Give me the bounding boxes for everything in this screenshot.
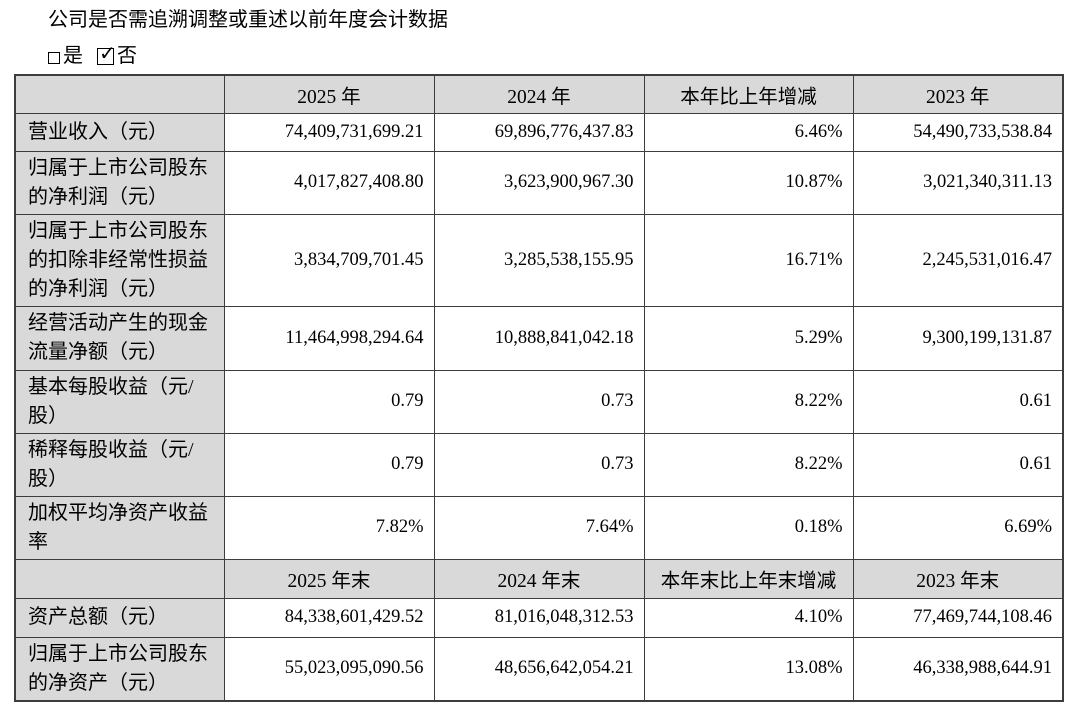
value-2024: 7.64% [433, 495, 645, 560]
value-change: 13.08% [643, 636, 854, 701]
yes-no-option-row: 是 ✓ 否 [48, 42, 1074, 70]
value-2023: 54,490,733,538.84 [852, 112, 1064, 152]
row-operating-cash-flow: 经营活动产生的现金流量净额（元） 11,464,998,294.64 10,88… [14, 305, 1064, 371]
value-change: 5.29% [643, 305, 854, 371]
row-basic-eps: 基本每股收益（元/股） 0.79 0.73 8.22% 0.61 [14, 369, 1064, 434]
value-2024: 3,285,538,155.95 [433, 213, 645, 307]
yearend-header-row: 2025 年末 2024 年末 本年末比上年末增减 2023 年末 [14, 558, 1064, 599]
value-2023-yearend: 46,338,988,644.91 [852, 636, 1064, 701]
value-2025: 7.82% [223, 495, 435, 560]
col-header-2024-yearend: 2024 年末 [433, 558, 645, 599]
value-2023: 2,245,531,016.47 [852, 213, 1064, 307]
row-operating-revenue: 营业收入（元） 74,409,731,699.21 69,896,776,437… [14, 112, 1064, 152]
row-label: 基本每股收益（元/股） [14, 369, 225, 434]
option-no-label: 否 [117, 45, 137, 67]
row-label: 归属于上市公司股东的扣除非经常性损益的净利润（元） [14, 213, 225, 307]
row-label: 营业收入（元） [14, 112, 225, 152]
value-2025: 4,017,827,408.80 [223, 150, 435, 215]
checkbox-checked-icon: ✓ [97, 43, 116, 65]
value-2024: 10,888,841,042.18 [433, 305, 645, 371]
current-period-header-row: 2025 年 2024 年 本年比上年增减 2023 年 [14, 74, 1064, 114]
value-2023: 3,021,340,311.13 [852, 150, 1064, 215]
row-net-profit-attributable: 归属于上市公司股东的净利润（元） 4,017,827,408.80 3,623,… [14, 150, 1064, 215]
value-2025: 3,834,709,701.45 [223, 213, 435, 307]
check-mark-icon: ✓ [99, 41, 116, 65]
blank-corner-cell [14, 558, 225, 599]
option-yes-label: 是 [63, 45, 83, 67]
col-header-2025-yearend: 2025 年末 [223, 558, 435, 599]
col-header-2025: 2025 年 [223, 74, 435, 114]
row-label: 归属于上市公司股东的净资产（元） [14, 636, 225, 701]
value-2024: 3,623,900,967.30 [433, 150, 645, 215]
row-total-assets: 资产总额（元） 84,338,601,429.52 81,016,048,312… [14, 597, 1064, 638]
value-change: 8.22% [643, 369, 854, 434]
value-2024-yearend: 48,656,642,054.21 [433, 636, 645, 701]
blank-corner-cell [14, 74, 225, 114]
retrospective-adjustment-question: 公司是否需追溯调整或重述以前年度会计数据 [48, 9, 448, 31]
col-header-2023: 2023 年 [852, 74, 1064, 114]
value-change: 6.46% [643, 112, 854, 152]
financial-summary-table: 2025 年 2024 年 本年比上年增减 2023 年 营业收入（元） 74,… [14, 74, 1064, 702]
value-2024: 69,896,776,437.83 [433, 112, 645, 152]
value-2025: 74,409,731,699.21 [223, 112, 435, 152]
value-2024-yearend: 81,016,048,312.53 [433, 597, 645, 638]
col-header-yoy-change: 本年比上年增减 [643, 74, 854, 114]
value-2023: 9,300,199,131.87 [852, 305, 1064, 371]
value-change: 10.87% [643, 150, 854, 215]
value-2024: 0.73 [433, 369, 645, 434]
value-2025: 11,464,998,294.64 [223, 305, 435, 371]
value-2023: 0.61 [852, 369, 1064, 434]
col-header-2023-yearend: 2023 年末 [852, 558, 1064, 599]
row-label: 资产总额（元） [14, 597, 225, 638]
value-change: 16.71% [643, 213, 854, 307]
value-2025: 0.79 [223, 369, 435, 434]
row-net-assets-attributable: 归属于上市公司股东的净资产（元） 55,023,095,090.56 48,65… [14, 636, 1064, 701]
value-change: 8.22% [643, 432, 854, 497]
row-label: 归属于上市公司股东的净利润（元） [14, 150, 225, 215]
value-2023: 6.69% [852, 495, 1064, 560]
value-change: 0.18% [643, 495, 854, 560]
value-2025-yearend: 84,338,601,429.52 [223, 597, 435, 638]
row-label: 经营活动产生的现金流量净额（元） [14, 305, 225, 371]
value-2023: 0.61 [852, 432, 1064, 497]
col-header-yearend-change: 本年末比上年末增减 [643, 558, 854, 599]
value-2025-yearend: 55,023,095,090.56 [223, 636, 435, 701]
row-weighted-avg-roe: 加权平均净资产收益率 7.82% 7.64% 0.18% 6.69% [14, 495, 1064, 560]
row-diluted-eps: 稀释每股收益（元/股） 0.79 0.73 8.22% 0.61 [14, 432, 1064, 497]
value-2025: 0.79 [223, 432, 435, 497]
value-2024: 0.73 [433, 432, 645, 497]
row-label: 加权平均净资产收益率 [14, 495, 225, 560]
value-2023-yearend: 77,469,744,108.46 [852, 597, 1064, 638]
checkbox-unchecked-icon [48, 52, 60, 64]
value-change: 4.10% [643, 597, 854, 638]
row-net-profit-excl-nonrecurring: 归属于上市公司股东的扣除非经常性损益的净利润（元） 3,834,709,701.… [14, 213, 1064, 307]
row-label: 稀释每股收益（元/股） [14, 432, 225, 497]
col-header-2024: 2024 年 [433, 74, 645, 114]
